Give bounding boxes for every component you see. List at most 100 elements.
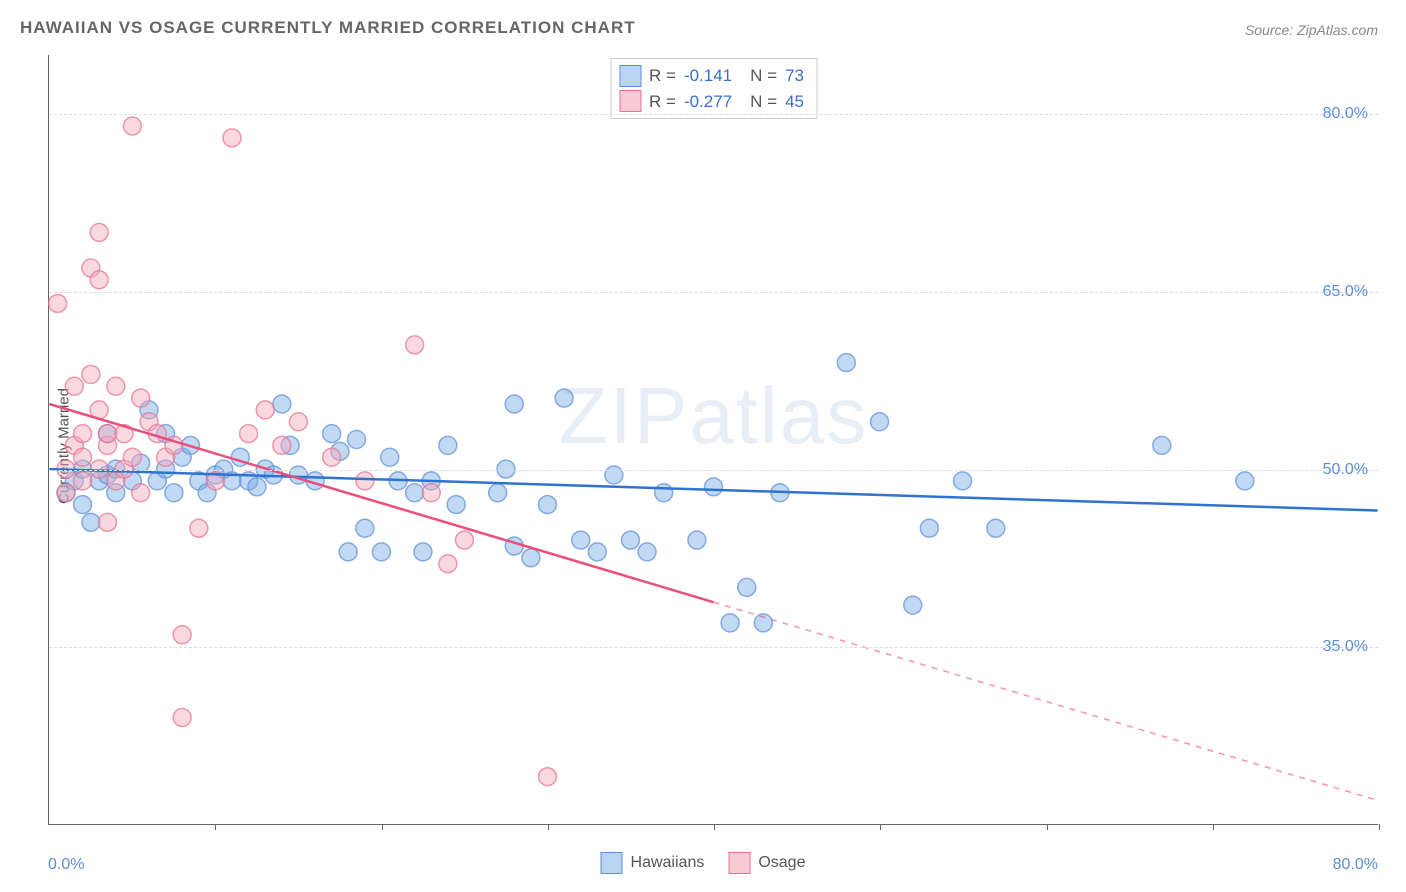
scatter-point (65, 377, 83, 395)
legend-item: Osage (728, 852, 805, 874)
scatter-point (240, 425, 258, 443)
scatter-point (837, 354, 855, 372)
scatter-point (173, 709, 191, 727)
bottom-legend: Hawaiians Osage (601, 852, 806, 874)
legend-swatch (619, 65, 641, 87)
plot-area: ZIPatlas R =-0.141N =73R =-0.277N =45 35… (48, 55, 1378, 825)
scatter-point (1153, 436, 1171, 454)
scatter-point (406, 484, 424, 502)
trend-line-solid (49, 404, 713, 602)
scatter-point (356, 472, 374, 490)
scatter-point (173, 626, 191, 644)
y-tick-label: 65.0% (1323, 283, 1368, 301)
n-label: N = (750, 89, 777, 115)
scatter-point (522, 549, 540, 567)
scatter-point (74, 472, 92, 490)
scatter-point (323, 448, 341, 466)
scatter-point (348, 431, 366, 449)
stats-row: R =-0.277N =45 (619, 89, 804, 115)
scatter-point (738, 578, 756, 596)
scatter-point (289, 413, 307, 431)
scatter-point (372, 543, 390, 561)
x-tick-mark (215, 824, 216, 830)
scatter-point (98, 425, 116, 443)
stats-row: R =-0.141N =73 (619, 63, 804, 89)
scatter-point (132, 484, 150, 502)
scatter-point (74, 448, 92, 466)
scatter-point (588, 543, 606, 561)
x-tick-mark (880, 824, 881, 830)
r-value: -0.141 (684, 63, 732, 89)
x-tick-mark (1379, 824, 1380, 830)
x-axis-min-label: 0.0% (48, 856, 84, 874)
scatter-point (987, 519, 1005, 537)
scatter-point (123, 117, 141, 135)
scatter-point (57, 484, 75, 502)
scatter-point (256, 401, 274, 419)
scatter-point (688, 531, 706, 549)
scatter-point (90, 271, 108, 289)
scatter-point (538, 496, 556, 514)
scatter-point (132, 389, 150, 407)
scatter-point (82, 365, 100, 383)
x-tick-mark (714, 824, 715, 830)
scatter-point (871, 413, 889, 431)
legend-swatch (619, 90, 641, 112)
x-tick-mark (1213, 824, 1214, 830)
scatter-point (107, 377, 125, 395)
scatter-point (98, 513, 116, 531)
scatter-point (190, 519, 208, 537)
trend-line-dashed (714, 602, 1378, 800)
x-tick-mark (382, 824, 383, 830)
r-value: -0.277 (684, 89, 732, 115)
n-label: N = (750, 63, 777, 89)
scatter-point (74, 425, 92, 443)
scatter-point (904, 596, 922, 614)
scatter-point (721, 614, 739, 632)
y-tick-label: 50.0% (1323, 461, 1368, 479)
x-tick-mark (1047, 824, 1048, 830)
scatter-point (356, 519, 374, 537)
scatter-point (954, 472, 972, 490)
source-attribution: Source: ZipAtlas.com (1245, 22, 1378, 38)
scatter-point (705, 478, 723, 496)
x-axis-max-label: 80.0% (1333, 856, 1378, 874)
scatter-point (248, 478, 266, 496)
scatter-point (49, 294, 67, 312)
chart-svg (49, 55, 1378, 824)
scatter-point (381, 448, 399, 466)
scatter-point (555, 389, 573, 407)
legend-swatch (728, 852, 750, 874)
scatter-point (223, 129, 241, 147)
scatter-point (414, 543, 432, 561)
chart-title: HAWAIIAN VS OSAGE CURRENTLY MARRIED CORR… (20, 18, 636, 38)
legend-label: Hawaiians (631, 854, 705, 872)
x-tick-mark (548, 824, 549, 830)
scatter-point (439, 555, 457, 573)
scatter-point (439, 436, 457, 454)
gridline (49, 647, 1378, 648)
scatter-point (165, 484, 183, 502)
scatter-point (455, 531, 473, 549)
gridline (49, 292, 1378, 293)
scatter-point (489, 484, 507, 502)
legend-item: Hawaiians (601, 852, 705, 874)
scatter-point (422, 484, 440, 502)
scatter-point (920, 519, 938, 537)
stats-legend-box: R =-0.141N =73R =-0.277N =45 (610, 58, 817, 119)
scatter-point (505, 395, 523, 413)
scatter-point (82, 513, 100, 531)
scatter-point (406, 336, 424, 354)
scatter-point (90, 223, 108, 241)
scatter-point (655, 484, 673, 502)
scatter-point (123, 448, 141, 466)
y-tick-label: 80.0% (1323, 105, 1368, 123)
scatter-point (572, 531, 590, 549)
scatter-point (323, 425, 341, 443)
scatter-point (538, 768, 556, 786)
r-label: R = (649, 63, 676, 89)
gridline (49, 114, 1378, 115)
scatter-point (339, 543, 357, 561)
scatter-point (273, 395, 291, 413)
legend-label: Osage (758, 854, 805, 872)
